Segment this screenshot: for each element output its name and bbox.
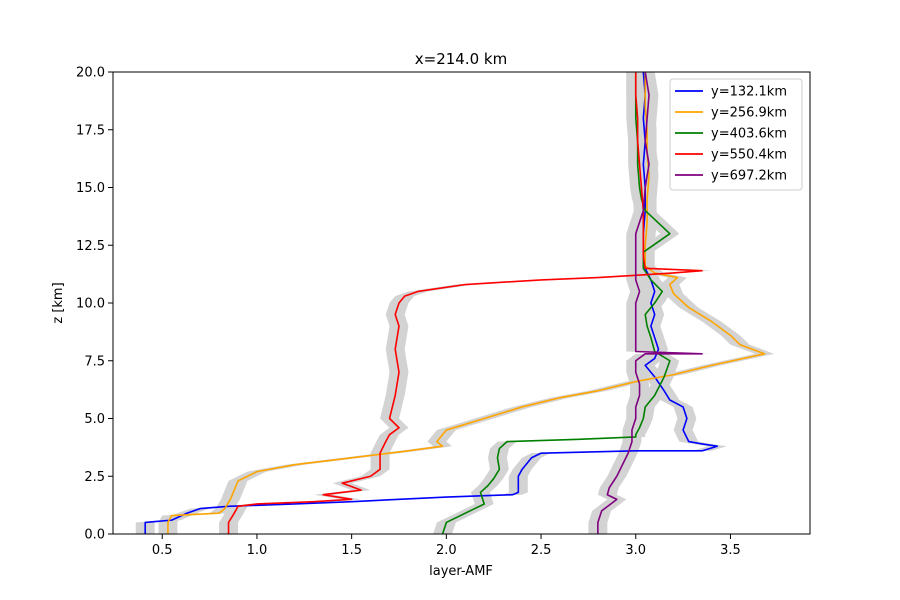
uncertainty-bands bbox=[135, 72, 775, 534]
x-tick-label: 2.0 bbox=[436, 543, 457, 558]
y-tick-label: 12.5 bbox=[76, 239, 105, 254]
x-tick-label: 2.5 bbox=[531, 543, 552, 558]
y-tick-label: 2.5 bbox=[84, 470, 105, 485]
series-line-4 bbox=[227, 72, 703, 534]
series-line-2 bbox=[167, 72, 766, 534]
x-axis-label: layer-AMF bbox=[429, 564, 493, 579]
series-lines bbox=[144, 72, 766, 534]
x-tick-label: 1.5 bbox=[341, 543, 362, 558]
x-axis: 0.5 1.0 1.5 2.0 2.5 3.0 3.5 bbox=[152, 534, 741, 558]
legend-label-5: y=697.2km bbox=[711, 169, 787, 184]
x-tick-label: 0.5 bbox=[152, 543, 173, 558]
y-tick-label: 10.0 bbox=[76, 297, 105, 312]
uncertainty-band-5 bbox=[588, 72, 712, 534]
y-tick-label: 15.0 bbox=[76, 181, 105, 196]
y-tick-label: 17.5 bbox=[76, 123, 105, 138]
legend-label-2: y=256.9km bbox=[711, 106, 787, 121]
y-axis-label: z [km] bbox=[51, 282, 66, 323]
legend-label-4: y=550.4km bbox=[711, 148, 787, 163]
legend: y=132.1km y=256.9km y=403.6km y=550.4km y=69… bbox=[669, 78, 803, 191]
x-tick-label: 1.0 bbox=[247, 543, 268, 558]
y-tick-label: 5.0 bbox=[84, 412, 105, 427]
legend-label-3: y=403.6km bbox=[711, 127, 787, 142]
y-axis: 0.0 2.5 5.0 7.5 10.0 12.5 15.0 17.5 20.0 bbox=[76, 66, 113, 543]
y-tick-label: 7.5 bbox=[84, 354, 105, 369]
series-line-5 bbox=[597, 72, 703, 534]
y-tick-label: 0.0 bbox=[84, 528, 105, 543]
x-tick-label: 3.0 bbox=[625, 543, 646, 558]
y-tick-label: 20.0 bbox=[76, 66, 105, 81]
chart-title: x=214.0 km bbox=[415, 50, 507, 68]
legend-box bbox=[669, 78, 803, 191]
legend-label-1: y=132.1km bbox=[711, 85, 787, 100]
x-tick-label: 3.5 bbox=[720, 543, 741, 558]
